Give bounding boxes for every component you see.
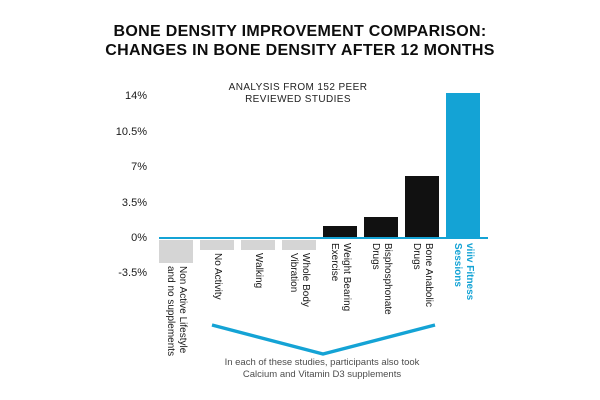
- analysis-annotation-line2: REVIEWED STUDIES: [245, 93, 351, 105]
- chart-title-line1: BONE DENSITY IMPROVEMENT COMPARISON:: [113, 23, 487, 40]
- bar-label-bone-anabolic: Bone Anabolic Drugs: [411, 243, 434, 307]
- bar-no-activity: [200, 239, 234, 250]
- y-axis-tick-3-5: -3.5%: [118, 267, 147, 280]
- chart-title-line2: CHANGES IN BONE DENSITY AFTER 12 MONTHS: [105, 42, 495, 59]
- bar-label-bisphosphonate: Bisphosphonate Drugs: [370, 243, 393, 315]
- footnote-line2: Calcium and Vitamin D3 supplements: [242, 368, 402, 380]
- analysis-annotation: ANALYSIS FROM 152 PEER REVIEWED STUDIES: [148, 82, 448, 105]
- bar-label-walking: Walking: [252, 253, 264, 289]
- bar-label-non-active-lifestyle: Non Active Lifestyle and no supplements: [165, 266, 188, 357]
- zero-axis-line: [159, 236, 488, 240]
- bar-whole-body: [282, 239, 316, 250]
- bar-walking: [241, 239, 275, 250]
- footnote-line1: In each of these studies, participants a…: [224, 357, 420, 368]
- y-axis-tick-10-5: 10.5%: [115, 125, 147, 138]
- y-axis-tick-7: 7%: [131, 161, 147, 174]
- y-axis-tick-14: 14%: [124, 90, 147, 103]
- y-axis-tick-3-5: 3.5%: [121, 196, 147, 209]
- bar-label-viiiv-fitness: viiiv Fitness Sessions: [452, 243, 475, 301]
- bar-label-whole-body: Whole Body Vibration: [288, 253, 311, 308]
- bar-label-no-activity: No Activity: [211, 253, 223, 300]
- analysis-annotation-line1: ANALYSIS FROM 152 PEER: [228, 82, 368, 93]
- bar-bisphosphonate: [364, 216, 398, 238]
- bar-label-weight-bearing: Weight Bearing Exercise: [329, 243, 352, 312]
- bar-viiiv-fitness: [446, 93, 480, 238]
- bar-bone-anabolic: [405, 176, 439, 238]
- bar-weight-bearing: [323, 225, 357, 238]
- chart-title: BONE DENSITY IMPROVEMENT COMPARISON: CHA…: [0, 22, 600, 60]
- y-axis-tick-0: 0%: [131, 232, 147, 244]
- footnote: In each of these studies, participants a…: [172, 357, 472, 380]
- bar-non-active-lifestyle: [159, 239, 193, 263]
